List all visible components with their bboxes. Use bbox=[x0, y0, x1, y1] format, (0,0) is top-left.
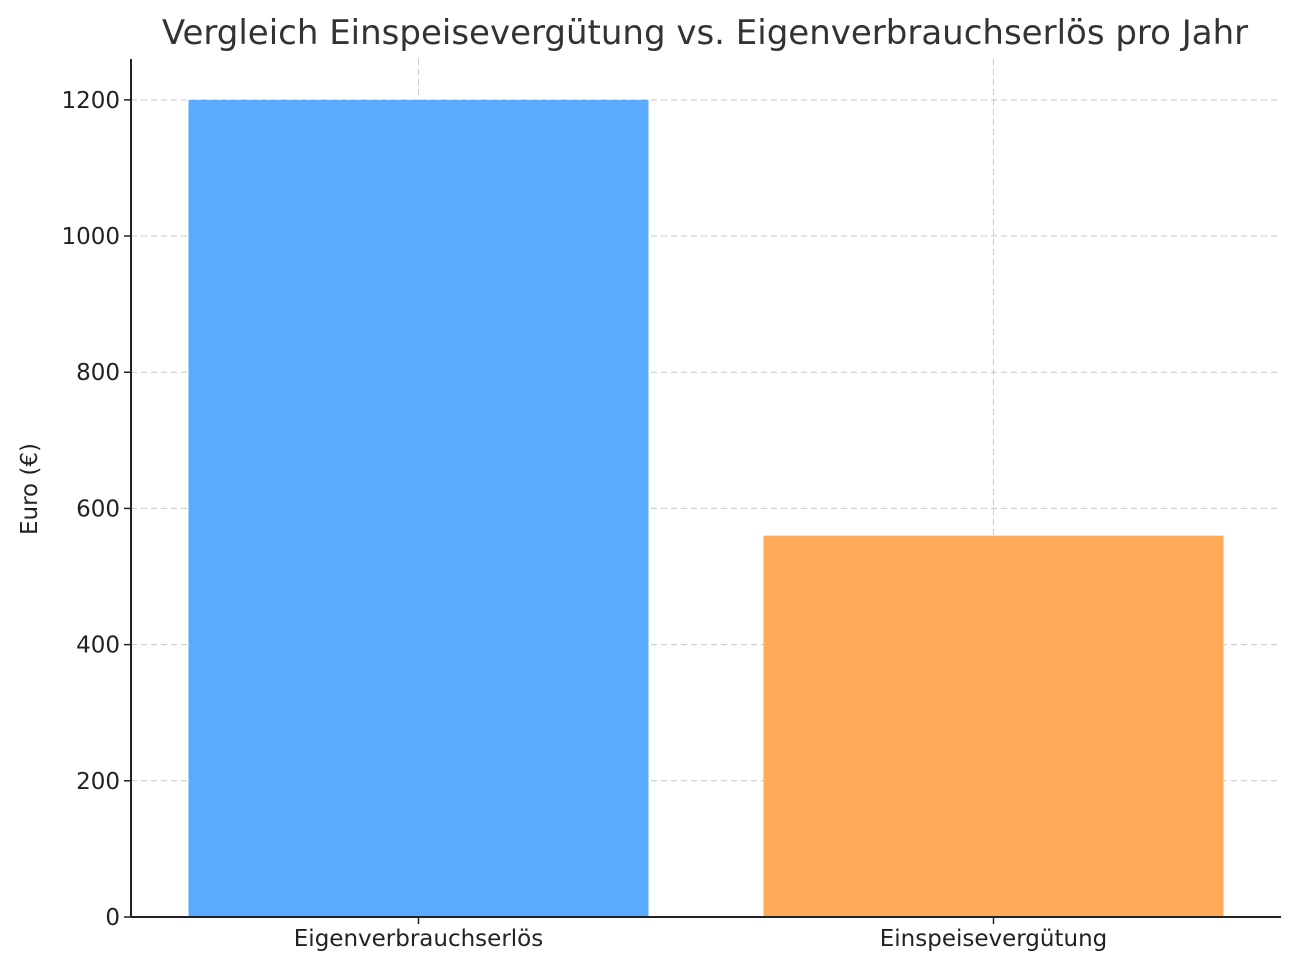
y-axis-label: Euro (€) bbox=[17, 443, 43, 535]
y-tick-label: 400 bbox=[76, 633, 120, 659]
bars bbox=[188, 99, 1224, 918]
tick-labels: 0 200 400 600 800 1000 1200 Eigenverbrauchserlö… bbox=[61, 88, 1107, 952]
y-tick-label: 600 bbox=[76, 496, 120, 522]
axes bbox=[124, 59, 1281, 924]
bar-1 bbox=[763, 535, 1224, 917]
y-tick-label: 0 bbox=[105, 905, 120, 931]
y-tick-label: 200 bbox=[76, 769, 120, 795]
y-tick-label: 800 bbox=[76, 360, 120, 386]
y-tick-label: 1200 bbox=[61, 88, 120, 114]
chart-title: Vergleich Einspeisevergütung vs. Eigenve… bbox=[162, 13, 1248, 53]
x-tick-label: Eigenverbrauchserlös bbox=[294, 926, 543, 952]
bar-0 bbox=[188, 99, 649, 918]
y-tick-label: 1000 bbox=[61, 224, 120, 250]
x-tick-label: Einspeisevergütung bbox=[880, 926, 1108, 952]
